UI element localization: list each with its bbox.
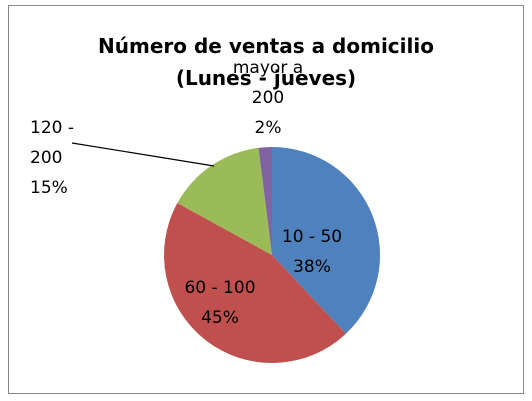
value-label: 45% <box>201 308 239 328</box>
leader-line <box>71 142 215 167</box>
pie-slice <box>177 147 272 255</box>
pie-slice <box>272 147 380 334</box>
chart-subtitle: (Lunes - jueves) <box>175 66 357 90</box>
data-label: 10 - 50 38% <box>267 222 357 282</box>
value-label: 2% <box>254 118 282 138</box>
data-label: 60 - 100 45% <box>172 273 268 333</box>
data-label: 120 - 200 15% <box>22 113 96 203</box>
category-label: 60 - 100 <box>184 278 256 298</box>
pie-slice <box>258 147 272 255</box>
data-label: mayor a 200 2% <box>224 53 312 143</box>
chart-title: Número de ventas a domicilio <box>98 34 434 58</box>
value-label: 15% <box>30 178 68 198</box>
category-label: mayor a 200 <box>232 58 304 108</box>
category-label: 10 - 50 <box>281 227 343 247</box>
category-label: 120 - 200 <box>30 118 74 168</box>
pie-slice <box>163 202 346 363</box>
value-label: 38% <box>293 257 331 277</box>
